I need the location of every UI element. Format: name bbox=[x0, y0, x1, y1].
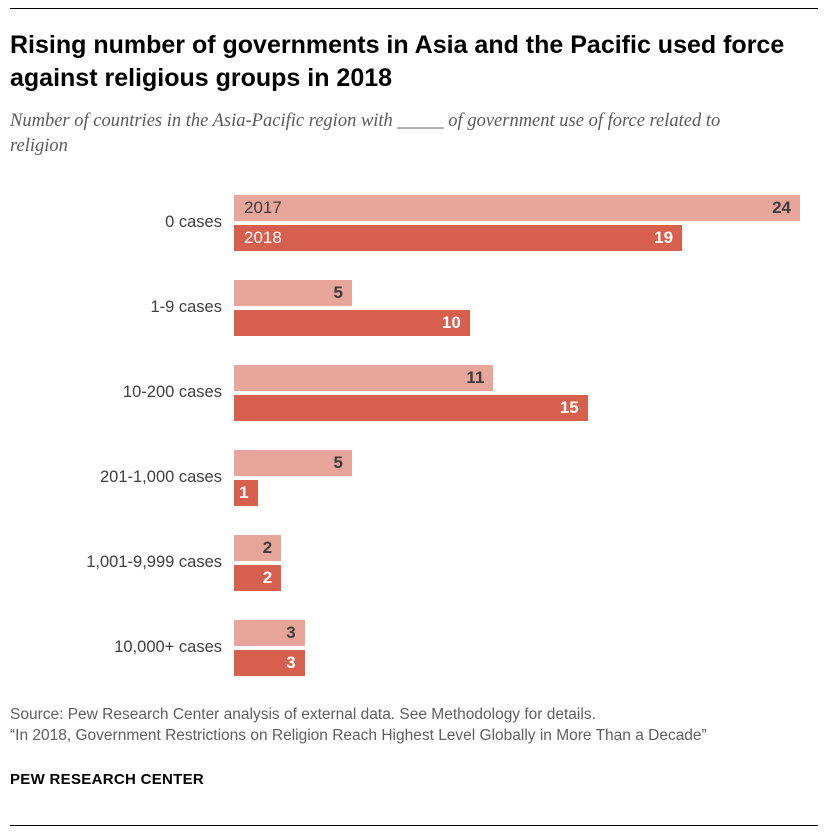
bar-2017: 5 bbox=[234, 449, 352, 476]
bottom-rule bbox=[10, 825, 818, 826]
category-label: 201-1,000 cases bbox=[99, 468, 222, 487]
bar-2018: 2 bbox=[234, 564, 282, 591]
series-label-2017: 2017 bbox=[244, 197, 282, 217]
bar-value: 11 bbox=[466, 367, 485, 387]
bar-value: 3 bbox=[286, 652, 296, 672]
series-label-2018: 2018 bbox=[244, 227, 282, 247]
bar-value: 1 bbox=[239, 482, 249, 502]
category-label: 0 cases bbox=[165, 213, 222, 232]
chart-subtitle: Number of countries in the Asia-Pacific … bbox=[10, 111, 721, 156]
category-label: 10,000+ cases bbox=[114, 638, 222, 657]
bar-value: 15 bbox=[559, 397, 579, 417]
bar-2018: 2018 19 bbox=[234, 224, 683, 251]
chart-row: 0 cases 2017 24 2018 19 bbox=[10, 194, 818, 251]
bar-value: 19 bbox=[654, 227, 674, 247]
category-label: 1-9 cases bbox=[150, 298, 222, 317]
bar-group: 2017 24 2018 19 bbox=[234, 194, 818, 251]
bar-value: 10 bbox=[441, 312, 461, 332]
bar-group: 5 10 bbox=[234, 279, 818, 336]
top-rule bbox=[10, 8, 818, 9]
bar-2018: 1 bbox=[234, 479, 258, 506]
bar-2018: 10 bbox=[234, 309, 470, 336]
chart-row: 10-200 cases 11 15 bbox=[10, 364, 818, 421]
bar-2017: 5 bbox=[234, 279, 352, 306]
bar-value: 24 bbox=[772, 197, 791, 217]
bar-value: 5 bbox=[333, 282, 343, 302]
bar-group: 11 15 bbox=[234, 364, 818, 421]
category-label: 1,001-9,999 cases bbox=[86, 553, 222, 572]
bar-2017: 3 bbox=[234, 619, 305, 646]
chart: 0 cases 2017 24 2018 19 1-9 cases 5 10 10-200 ca… bbox=[10, 194, 818, 676]
bar-2018: 3 bbox=[234, 649, 305, 676]
category-label: 10-200 cases bbox=[122, 383, 222, 402]
chart-row: 10,000+ cases 3 3 bbox=[10, 619, 818, 676]
bar-2017: 2 bbox=[234, 534, 282, 561]
chart-row: 1,001-9,999 cases 2 2 bbox=[10, 534, 818, 591]
bar-value: 3 bbox=[286, 622, 296, 642]
brand-label: PEW RESEARCH CENTER bbox=[10, 770, 205, 788]
bar-2018: 15 bbox=[234, 394, 588, 421]
bar-value: 2 bbox=[262, 567, 273, 587]
chart-row: 201-1,000 cases 5 1 bbox=[10, 449, 818, 506]
report-title: “In 2018, Government Restrictions on Rel… bbox=[10, 726, 707, 744]
chart-title: Rising number of governments in Asia and… bbox=[10, 31, 785, 92]
chart-row: 1-9 cases 5 10 bbox=[10, 279, 818, 336]
bar-2017: 11 bbox=[234, 364, 494, 391]
footer: Source: Pew Research Center analysis of … bbox=[10, 705, 818, 788]
bar-value: 5 bbox=[333, 452, 343, 472]
bar-2017: 2017 24 bbox=[234, 194, 800, 221]
bar-value: 2 bbox=[262, 537, 273, 557]
source-note: Source: Pew Research Center analysis of … bbox=[10, 705, 596, 723]
